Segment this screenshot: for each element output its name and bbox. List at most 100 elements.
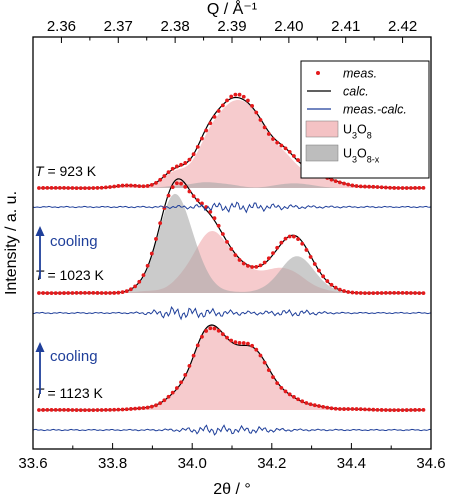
meas-point	[304, 401, 309, 405]
meas-point	[417, 408, 422, 412]
meas-point	[329, 282, 334, 287]
meas-point	[74, 291, 79, 295]
meas-point	[354, 407, 359, 411]
meas-point	[174, 181, 179, 186]
q-tick-label: 2.40	[274, 18, 303, 35]
meas-point	[358, 291, 363, 295]
meas-point	[350, 290, 355, 295]
meas-point	[233, 92, 238, 97]
meas-point	[141, 406, 146, 410]
meas-point	[133, 406, 137, 411]
meas-point	[354, 184, 359, 188]
meas-point	[74, 408, 79, 412]
meas-point	[396, 186, 401, 190]
meas-point	[187, 157, 192, 162]
meas-point	[363, 184, 367, 189]
legend-patch-symbol	[305, 120, 339, 138]
meas-point	[179, 162, 183, 167]
meas-point	[400, 186, 405, 190]
meas-point	[254, 347, 259, 352]
meas-point	[404, 291, 409, 295]
meas-point	[212, 326, 217, 331]
diff-curve-2	[32, 306, 432, 321]
meas-point	[283, 236, 288, 241]
meas-point	[41, 291, 46, 295]
meas-point	[271, 251, 275, 256]
meas-point	[262, 125, 267, 130]
meas-point	[266, 256, 271, 261]
meas-point	[62, 408, 66, 412]
meas-point	[421, 291, 426, 296]
q-tick-label: 2.38	[161, 18, 190, 35]
meas-point	[57, 407, 62, 412]
meas-point	[137, 184, 142, 189]
meas-point	[187, 189, 192, 194]
meas-point	[266, 368, 271, 372]
x-tick-label: 33.6	[18, 455, 47, 472]
meas-point	[383, 291, 388, 295]
meas-point	[45, 408, 50, 412]
meas-point	[95, 408, 100, 412]
meas-point	[116, 407, 121, 412]
meas-point	[66, 408, 71, 412]
legend-label: U3O8	[343, 123, 372, 141]
meas-point	[421, 185, 426, 190]
meas-point	[237, 258, 242, 262]
difference-curves	[32, 201, 432, 436]
meas-point	[149, 182, 154, 187]
meas-point	[195, 144, 200, 149]
meas-point	[141, 184, 146, 189]
meas-point	[66, 291, 71, 295]
meas-point	[162, 398, 167, 403]
meas-point	[137, 406, 142, 411]
meas-point	[296, 237, 300, 242]
meas-point	[91, 291, 96, 295]
meas-point	[325, 279, 330, 283]
meas-point	[279, 143, 284, 148]
meas-point	[421, 407, 426, 412]
meas-point	[367, 184, 372, 189]
meas-point	[116, 184, 121, 188]
meas-point	[183, 373, 188, 377]
meas-point	[99, 185, 104, 190]
meas-point	[233, 253, 238, 258]
meas-point	[354, 290, 359, 295]
meas-point	[346, 182, 351, 187]
u3o8x-fill-1	[40, 182, 424, 188]
meas-point	[400, 290, 405, 295]
meas-point	[78, 290, 83, 295]
meas-point	[367, 291, 372, 296]
meas-point	[212, 114, 217, 119]
meas-point	[388, 185, 392, 190]
x-tick-label: 34.2	[257, 455, 286, 472]
q-tick-label: 2.42	[388, 18, 417, 35]
meas-point	[112, 407, 117, 412]
meas-point	[158, 401, 163, 406]
meas-point	[91, 186, 96, 190]
meas-point	[154, 237, 158, 241]
meas-point	[375, 291, 380, 295]
meas-point	[379, 185, 384, 190]
meas-point	[200, 334, 204, 339]
meas-point	[37, 186, 41, 190]
meas-point	[329, 406, 334, 411]
meas-point	[220, 232, 225, 236]
meas-point	[179, 380, 183, 385]
meas-point	[166, 170, 171, 175]
meas-point	[95, 186, 100, 190]
meas-point	[275, 245, 280, 250]
meas-point	[363, 407, 367, 412]
meas-point	[296, 158, 300, 162]
x-tick-label: 34.4	[337, 455, 366, 472]
meas-point	[53, 407, 58, 412]
meas-point	[154, 403, 158, 408]
meas-point	[108, 185, 112, 189]
meas-point	[287, 234, 292, 239]
meas-point	[149, 251, 154, 256]
meas-point	[87, 290, 92, 295]
meas-point	[225, 240, 229, 244]
meas-point	[137, 279, 142, 284]
meas-point	[70, 408, 75, 412]
meas-point	[162, 174, 167, 178]
